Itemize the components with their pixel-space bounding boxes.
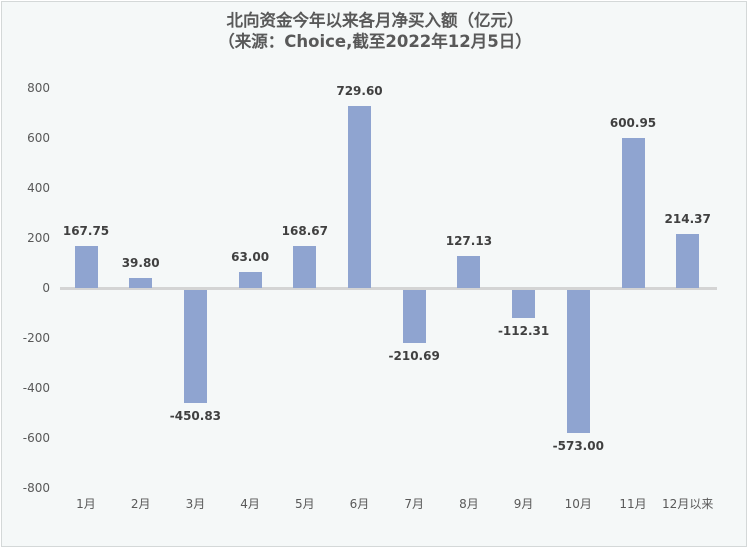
data-label: -210.69 — [388, 348, 440, 363]
x-tick-label: 3月 — [185, 497, 206, 511]
data-label: 214.37 — [664, 212, 711, 227]
x-tick-label: 1月 — [76, 497, 96, 511]
data-label: 39.80 — [121, 256, 160, 271]
bar — [566, 290, 590, 434]
y-tick-label: 0 — [42, 281, 50, 295]
bar — [676, 234, 700, 288]
bar — [293, 245, 317, 288]
y-tick-label: -400 — [22, 381, 50, 395]
bar — [348, 105, 371, 288]
data-label: 600.95 — [609, 115, 657, 130]
bar — [238, 272, 262, 288]
data-label: 168.67 — [281, 223, 328, 238]
data-label: 63.00 — [231, 250, 270, 265]
y-tick-label: 200 — [27, 231, 50, 245]
x-tick-label: 4月 — [240, 497, 260, 511]
x-tick-label: 10月 — [564, 497, 592, 511]
data-label: 729.60 — [336, 83, 383, 98]
x-tick-label: 11月 — [619, 497, 647, 511]
y-tick-label: 600 — [27, 131, 50, 145]
bar — [74, 246, 98, 288]
x-tick-label: 7月 — [404, 497, 424, 511]
y-tick-label: -600 — [22, 431, 50, 445]
y-tick-label: 800 — [27, 81, 50, 95]
bar — [621, 137, 645, 288]
y-tick-label: -200 — [22, 331, 50, 345]
data-label: -450.83 — [169, 408, 222, 423]
y-tick-label: 400 — [27, 181, 50, 195]
bar — [457, 256, 481, 288]
bar — [402, 290, 426, 343]
x-tick-label: 6月 — [349, 497, 370, 511]
x-tick-label: 9月 — [513, 497, 534, 511]
data-label: 127.13 — [445, 234, 493, 249]
bar — [183, 290, 207, 403]
chart-title-block: 北向资金今年以来各月净买入额（亿元） （来源：Choice,截至2022年12月… — [0, 10, 750, 52]
x-tick-label: 2月 — [130, 497, 151, 511]
chart-subtitle: （来源：Choice,截至2022年12月5日） — [218, 32, 532, 51]
bar — [129, 278, 153, 288]
y-tick-label: -800 — [22, 481, 50, 495]
x-tick-label: 12月以来 — [662, 497, 714, 511]
data-label: 167.75 — [62, 224, 110, 239]
x-tick-label: 8月 — [459, 497, 479, 511]
chart-title: 北向资金今年以来各月净买入额（亿元） — [226, 11, 524, 30]
data-label: -573.00 — [552, 439, 604, 454]
zero-axis-line — [60, 287, 717, 290]
data-label: -112.31 — [497, 324, 550, 339]
x-tick-label: 5月 — [294, 497, 315, 511]
bar — [512, 290, 536, 319]
